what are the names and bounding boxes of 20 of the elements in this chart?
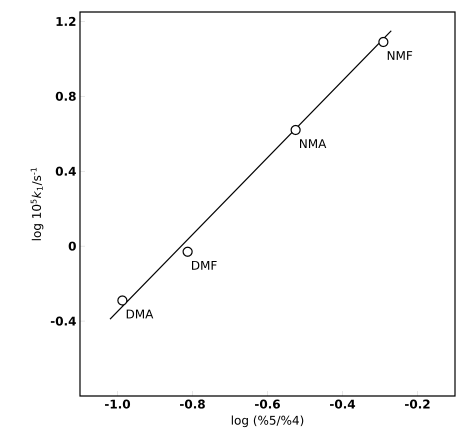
point — [378, 36, 388, 48]
y-tick-label: 0.8 — [56, 92, 76, 101]
y-tick-label: -0.4 — [50, 316, 76, 326]
y-axis-title: log 10$^{5}$k$_{1}$/s$^{-1}$ — [30, 168, 44, 240]
x-tick-label: -0.4 — [330, 400, 356, 409]
annotation: NMA — [300, 139, 326, 148]
x-tick-label: -1.0 — [105, 400, 130, 409]
x-tick-label: -0.6 — [255, 400, 280, 409]
x-tick-label: -0.2 — [405, 400, 430, 409]
annotation: NMF — [388, 51, 412, 60]
y-tick-label: 0 — [68, 242, 76, 251]
y-tick-label: 1.2 — [56, 16, 76, 26]
point — [290, 124, 301, 136]
x-tick-label: -0.8 — [180, 400, 205, 409]
annotation: DMA — [126, 310, 154, 318]
point — [182, 246, 193, 257]
point — [117, 295, 128, 306]
y-tick-label: 0.4 — [56, 166, 76, 176]
x-axis-title: log (%5/%4) — [232, 415, 304, 428]
annotation: DMF — [192, 260, 217, 270]
